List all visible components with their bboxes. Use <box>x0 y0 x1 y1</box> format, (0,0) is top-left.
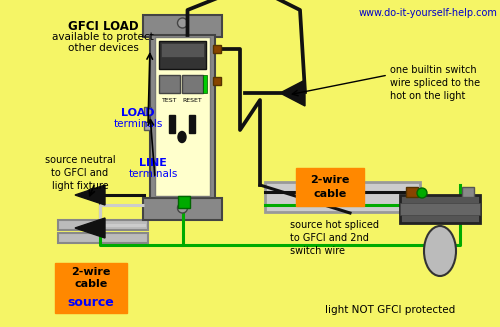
Circle shape <box>417 188 427 198</box>
Bar <box>213 45 221 53</box>
Text: available to protect: available to protect <box>52 32 154 42</box>
Text: www.do-it-yourself-help.com: www.do-it-yourself-help.com <box>358 8 497 18</box>
Text: one builtin switch
wire spliced to the
hot on the light: one builtin switch wire spliced to the h… <box>390 65 480 101</box>
Bar <box>144 107 151 115</box>
Bar <box>55 263 127 313</box>
Bar <box>58 233 148 243</box>
Polygon shape <box>75 218 105 238</box>
Text: light NOT GFCI protected: light NOT GFCI protected <box>325 305 455 315</box>
Bar <box>406 187 418 197</box>
Text: source neutral
to GFCI and
light fixture: source neutral to GFCI and light fixture <box>44 155 116 191</box>
Bar <box>144 122 151 130</box>
Bar <box>296 168 364 206</box>
Bar <box>159 75 180 93</box>
Bar <box>203 75 207 93</box>
Polygon shape <box>75 185 105 205</box>
Text: source hot spliced
to GFCI and 2nd
switch wire: source hot spliced to GFCI and 2nd switc… <box>290 220 379 256</box>
Text: LOAD: LOAD <box>121 108 155 118</box>
Bar <box>400 195 480 223</box>
Bar <box>213 77 221 85</box>
Bar <box>178 196 190 208</box>
Text: 2-wire: 2-wire <box>310 175 350 185</box>
Bar <box>265 182 420 212</box>
Bar <box>159 41 206 69</box>
Circle shape <box>178 18 188 28</box>
Text: 2-wire
cable: 2-wire cable <box>72 267 110 289</box>
Text: terminals: terminals <box>114 119 162 129</box>
Polygon shape <box>280 80 305 106</box>
Circle shape <box>178 203 188 213</box>
Bar <box>143 15 222 37</box>
Bar <box>150 35 215 198</box>
Text: GFCI LOAD: GFCI LOAD <box>68 20 138 33</box>
Bar <box>143 198 222 220</box>
Bar <box>169 115 175 133</box>
Bar <box>400 203 480 215</box>
Bar <box>182 75 203 93</box>
Text: source: source <box>68 297 114 309</box>
Bar <box>161 43 204 57</box>
Ellipse shape <box>178 131 186 143</box>
Text: LINE: LINE <box>139 158 167 168</box>
Text: terminals: terminals <box>128 169 178 179</box>
Bar <box>189 115 195 133</box>
Bar <box>462 187 474 197</box>
Text: cable: cable <box>314 189 346 199</box>
Text: TEST: TEST <box>162 98 177 103</box>
Ellipse shape <box>424 226 456 276</box>
Text: other devices: other devices <box>68 43 138 53</box>
Text: RESET: RESET <box>182 98 203 103</box>
Bar <box>155 37 210 196</box>
Bar <box>58 220 148 230</box>
